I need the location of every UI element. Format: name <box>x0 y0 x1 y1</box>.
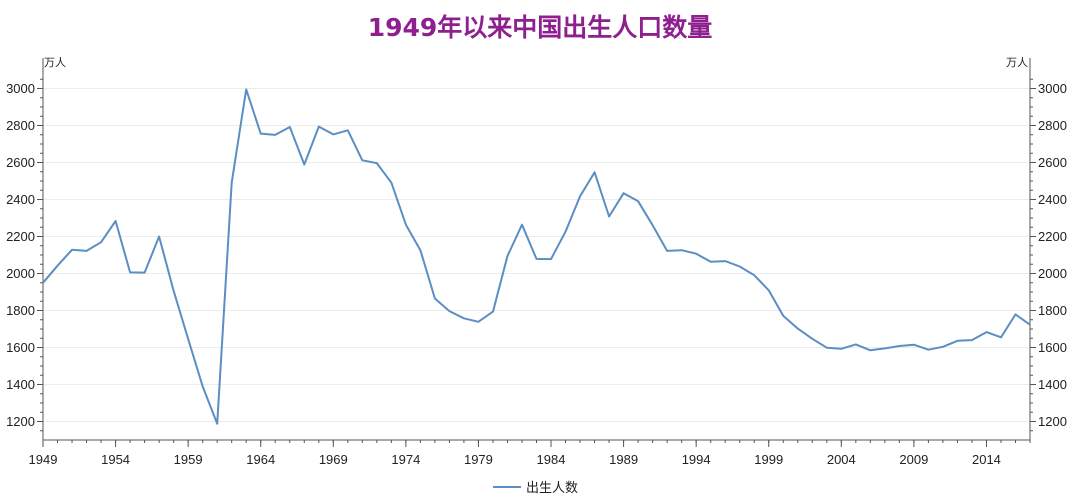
x-tick-label: 1949 <box>29 452 58 467</box>
y-tick-label-right: 2600 <box>1038 155 1067 170</box>
y-tick-label-left: 1800 <box>6 303 35 318</box>
x-tick-label: 1994 <box>682 452 711 467</box>
x-tick-label: 2009 <box>899 452 928 467</box>
y-tick-label-right: 2000 <box>1038 266 1067 281</box>
y-axis-unit-right: 万人 <box>1006 56 1028 69</box>
y-tick-label-left: 2600 <box>6 155 35 170</box>
y-tick-label-left: 2000 <box>6 266 35 281</box>
x-tick-label: 1979 <box>464 452 493 467</box>
axes: 1200 1200 1400 1400 1600 1600 1800 1800 2000 2000… <box>6 58 1067 467</box>
series-layer <box>42 88 1031 425</box>
y-tick-label-right: 1600 <box>1038 340 1067 355</box>
y-tick-label-left: 1400 <box>6 377 35 392</box>
series-line-births <box>42 88 1031 425</box>
x-tick-label: 1984 <box>537 452 566 467</box>
y-tick-label-right: 1400 <box>1038 377 1067 392</box>
gridlines <box>43 88 1030 422</box>
y-tick-label-right: 2400 <box>1038 192 1067 207</box>
x-tick-label: 2004 <box>827 452 856 467</box>
chart-title: 1949年以来中国出生人口数量 <box>367 13 713 42</box>
legend: 出生人数 <box>493 481 578 496</box>
y-tick-label-right: 2800 <box>1038 118 1067 133</box>
x-tick-label: 1974 <box>391 452 420 467</box>
y-tick-label-left: 2800 <box>6 118 35 133</box>
y-tick-label-right: 1200 <box>1038 414 1067 429</box>
x-tick-label: 1989 <box>609 452 638 467</box>
y-tick-label-left: 2400 <box>6 192 35 207</box>
y-tick-label-right: 3000 <box>1038 81 1067 96</box>
x-tick-label: 1954 <box>101 452 130 467</box>
y-axis-unit-left: 万人 <box>44 56 66 69</box>
y-tick-label-right: 2200 <box>1038 229 1067 244</box>
y-tick-label-left: 1600 <box>6 340 35 355</box>
y-tick-label-left: 2200 <box>6 229 35 244</box>
x-tick-label: 2014 <box>972 452 1001 467</box>
y-tick-label-left: 3000 <box>6 81 35 96</box>
y-tick-label-right: 1800 <box>1038 303 1067 318</box>
x-tick-label: 1999 <box>754 452 783 467</box>
x-tick-label: 1964 <box>246 452 275 467</box>
x-tick-label: 1959 <box>174 452 203 467</box>
x-tick-label: 1969 <box>319 452 348 467</box>
legend-label: 出生人数 <box>526 481 578 496</box>
y-tick-label-left: 1200 <box>6 414 35 429</box>
